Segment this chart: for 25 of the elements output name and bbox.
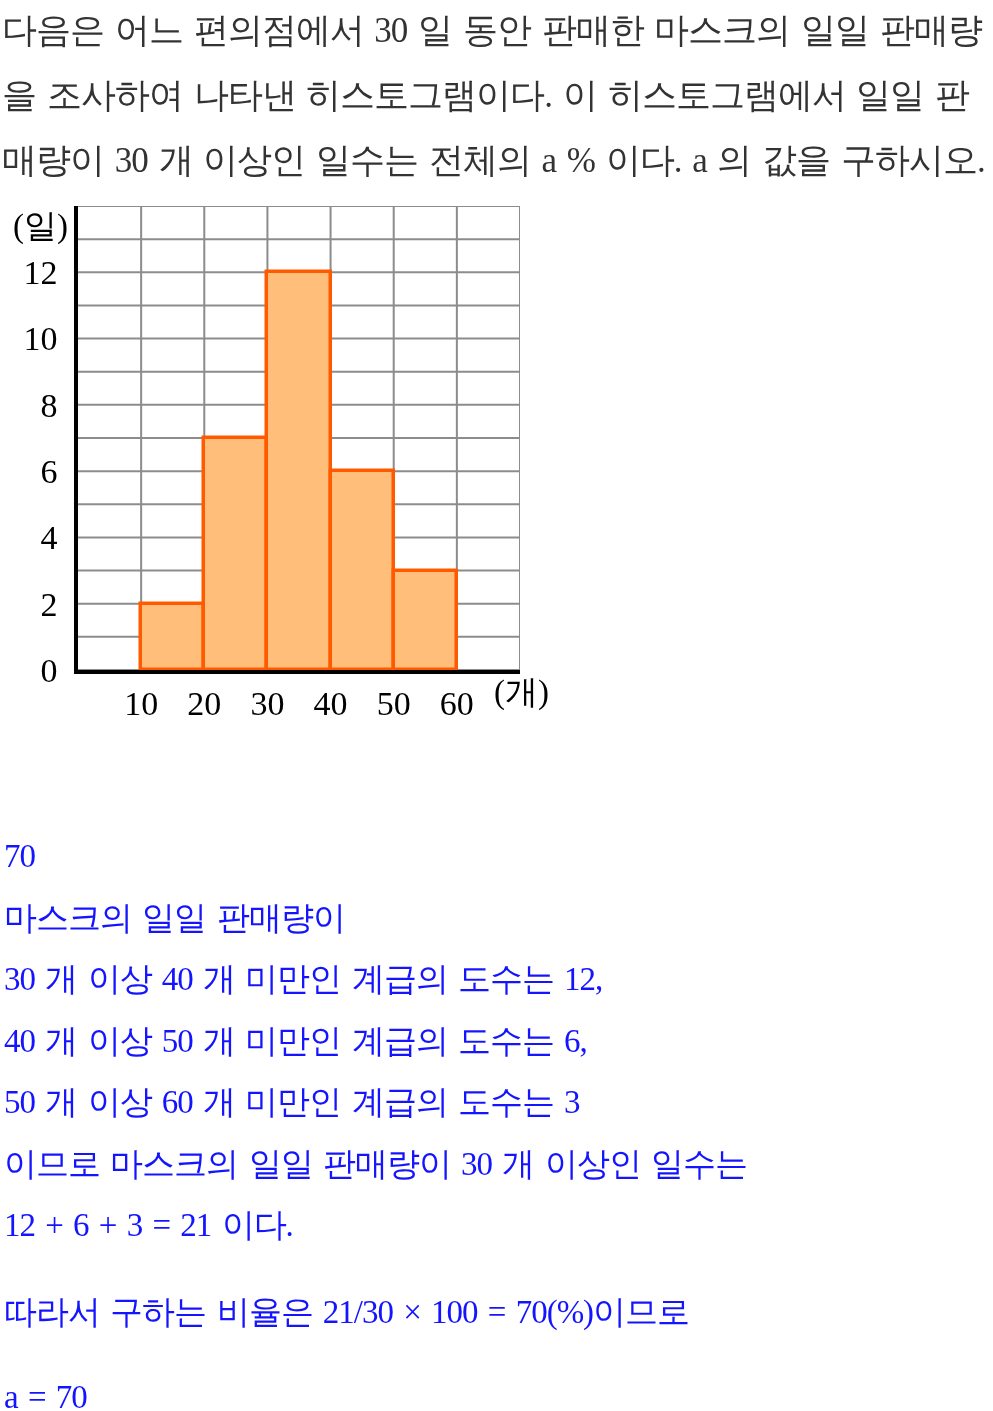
y-axis-title: (일) — [13, 208, 68, 245]
y-tick-label: 8 — [40, 386, 58, 424]
y-tick-label: 2 — [40, 585, 58, 623]
text: 따라서 구하는 비율은 21/30 × 100 = 70(%)이므로 — [4, 1292, 691, 1332]
chart-title: 다음은 어느 편의점에서 30 일 동안 판매한 마스크의 일일 판매량을 조사하여 나타낸 히스토그램이다. 이 히스토그램에서 일일 판매량이 30 개 이상인 일수는 전체의 a % 이다. a 의 값을 구하시오. — [2, 10, 986, 182]
x-axis-title: (개) — [494, 674, 549, 711]
text: 30 개 이상 40 개 미만인 계급의 도수는 12, — [4, 960, 604, 999]
x-tick-label: 50 — [376, 684, 411, 722]
x-tick-label: 60 — [439, 684, 474, 722]
text: 50 개 이상 60 개 미만인 계급의 도수는 3 — [4, 1083, 581, 1122]
text: a = 70 — [4, 1377, 88, 1411]
x-tick-label: 40 — [313, 684, 348, 722]
text: 40 개 이상 50 개 미만인 계급의 도수는 6, — [4, 1021, 588, 1061]
x-tick-label: 30 — [250, 684, 285, 722]
y-tick-label: 10 — [23, 320, 58, 358]
text: 마스크의 일일 판매량이 — [4, 898, 346, 938]
y-tick-label: 0 — [40, 651, 58, 689]
text: 70 — [4, 837, 36, 876]
text: 12 + 6 + 3 = 21 이다. — [4, 1206, 294, 1245]
y-tick-label: 12 — [23, 254, 58, 292]
x-tick-label: 10 — [124, 684, 159, 722]
text: 이므로 마스크의 일일 판매량이 30 개 이상인 일수는 — [4, 1144, 748, 1184]
x-tick-label: 20 — [187, 684, 222, 722]
y-tick-label: 4 — [40, 519, 58, 557]
y-tick-label: 6 — [40, 453, 58, 491]
